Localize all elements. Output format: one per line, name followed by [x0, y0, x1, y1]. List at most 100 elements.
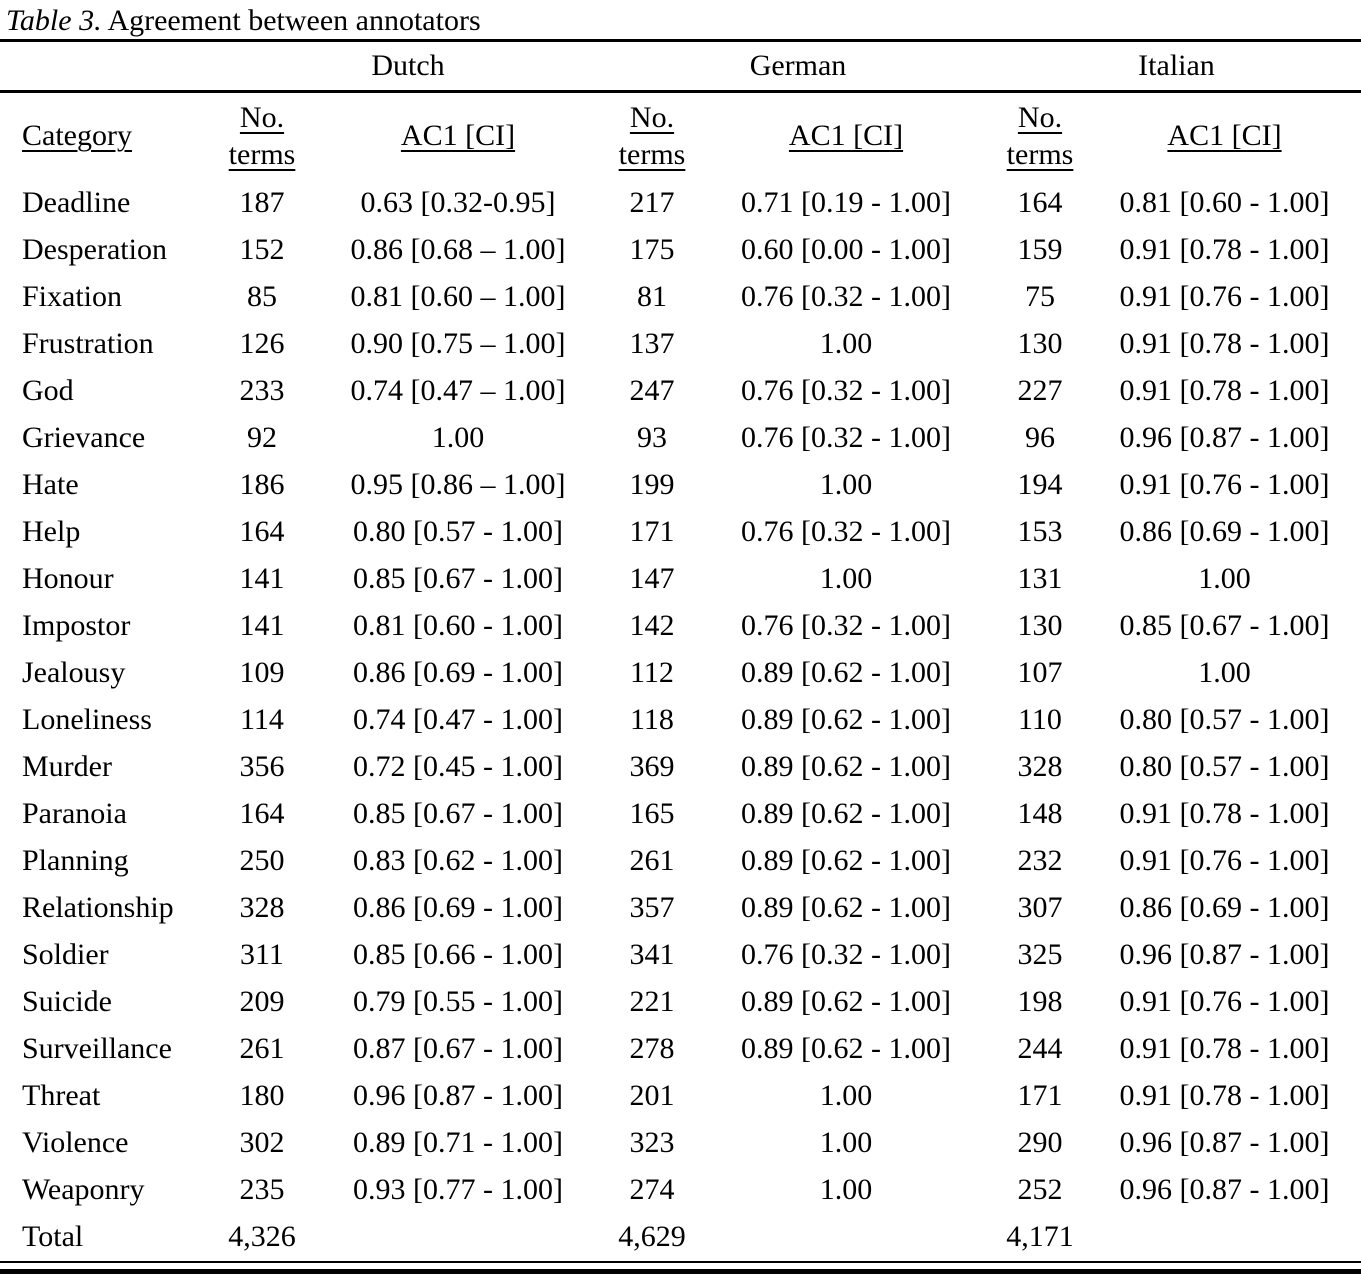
ac1-cell-italian: 0.80 [0.57 - 1.00]	[1119, 702, 1330, 736]
no-terms-cell-german: 323	[629, 1125, 675, 1159]
category-cell: Fixation	[22, 279, 123, 313]
category-cell: Planning	[22, 843, 129, 877]
ac1-cell-dutch: 0.87 [0.67 - 1.00]	[353, 1031, 563, 1065]
no-terms-cell-italian: 153	[1017, 514, 1063, 548]
no-terms-cell-dutch: 261	[239, 1031, 285, 1065]
no-terms-cell-dutch: 311	[240, 937, 284, 971]
no-terms-cell-italian: 244	[1017, 1031, 1063, 1065]
ac1-cell-italian: 0.91 [0.78 - 1.00]	[1119, 796, 1330, 830]
table-caption: Table 3. Agreement between annotators	[0, 0, 1361, 42]
header-no-terms-dutch: No. terms	[228, 100, 296, 172]
table-row: Honour 141 0.85 [0.67 - 1.00] 147 1.00 131 1.0…	[0, 555, 1361, 602]
no-terms-cell-dutch: 164	[239, 514, 285, 548]
ac1-cell-italian: 0.85 [0.67 - 1.00]	[1119, 608, 1330, 642]
no-terms-cell-german: 274	[629, 1172, 675, 1206]
table-row: Fixation 85 0.81 [0.60 – 1.00] 81 0.76 [0.32…	[0, 273, 1361, 320]
total-terms-german: 4,629	[618, 1220, 686, 1253]
total-label: Total	[22, 1220, 84, 1253]
header-no-terms-german: No. terms	[618, 100, 686, 172]
table-title: Agreement between annotators	[101, 4, 481, 37]
ac1-cell-italian: 0.81 [0.60 - 1.00]	[1119, 185, 1330, 219]
table-row: Murder 356 0.72 [0.45 - 1.00] 369 0.89 [0.62…	[0, 743, 1361, 790]
table-row: Jealousy 109 0.86 [0.69 - 1.00] 112 0.89 [0.…	[0, 649, 1361, 696]
ac1-cell-dutch: 0.83 [0.62 - 1.00]	[353, 843, 563, 877]
category-cell: Grievance	[22, 420, 146, 454]
no-terms-cell-german: 175	[629, 232, 675, 266]
ac1-cell-german: 0.76 [0.32 - 1.00]	[741, 514, 951, 548]
ac1-cell-dutch: 0.85 [0.66 - 1.00]	[353, 937, 563, 971]
ac1-cell-german: 1.00	[819, 1172, 873, 1206]
no-terms-cell-german: 137	[629, 326, 675, 360]
table-row: Frustration 126 0.90 [0.75 – 1.00] 137 1.00 1…	[0, 320, 1361, 367]
ac1-cell-german: 1.00	[819, 326, 873, 360]
table-row: Help 164 0.80 [0.57 - 1.00] 171 0.76 [0.32 -…	[0, 508, 1361, 555]
table-row: God 233 0.74 [0.47 – 1.00] 247 0.76 [0.32 - …	[0, 367, 1361, 414]
no-terms-cell-italian: 130	[1017, 608, 1063, 642]
no-terms-cell-german: 217	[629, 185, 675, 219]
ac1-cell-dutch: 0.90 [0.75 – 1.00]	[350, 326, 566, 360]
ac1-cell-german: 0.89 [0.62 - 1.00]	[741, 843, 951, 877]
no-terms-cell-german: 247	[629, 373, 675, 407]
ac1-cell-dutch: 1.00	[431, 420, 485, 454]
ac1-cell-german: 0.89 [0.62 - 1.00]	[741, 655, 951, 689]
ac1-cell-italian: 0.96 [0.87 - 1.00]	[1119, 937, 1330, 971]
table-row: Weaponry 235 0.93 [0.77 - 1.00] 274 1.00 252 0…	[0, 1166, 1361, 1213]
no-terms-cell-italian: 107	[1017, 655, 1063, 689]
table-row: Soldier 311 0.85 [0.66 - 1.00] 341 0.76 [0.3…	[0, 931, 1361, 978]
no-terms-cell-italian: 194	[1017, 467, 1063, 501]
category-cell: Surveillance	[22, 1031, 172, 1065]
ac1-cell-dutch: 0.72 [0.45 - 1.00]	[353, 749, 563, 783]
ac1-cell-german: 0.89 [0.62 - 1.00]	[741, 702, 951, 736]
ac1-cell-italian: 0.91 [0.78 - 1.00]	[1119, 326, 1330, 360]
category-cell: Violence	[22, 1125, 129, 1159]
ac1-cell-italian: 0.96 [0.87 - 1.00]	[1119, 1125, 1330, 1159]
no-terms-cell-italian: 307	[1017, 890, 1063, 924]
language-header-german: German	[749, 49, 847, 82]
header-ac1-dutch: AC1 [CI]	[400, 119, 516, 152]
ac1-cell-german: 0.89 [0.62 - 1.00]	[741, 796, 951, 830]
ac1-cell-german: 1.00	[819, 467, 873, 501]
ac1-cell-german: 0.76 [0.32 - 1.00]	[741, 279, 951, 313]
category-cell: Frustration	[22, 326, 154, 360]
no-terms-cell-dutch: 187	[239, 185, 285, 219]
no-terms-cell-german: 357	[629, 890, 675, 924]
category-cell: God	[22, 373, 74, 407]
ac1-cell-italian: 1.00	[1198, 561, 1251, 595]
ac1-cell-german: 0.60 [0.00 - 1.00]	[741, 232, 951, 266]
ac1-cell-german: 1.00	[819, 561, 873, 595]
ac1-cell-italian: 1.00	[1198, 655, 1251, 689]
ac1-cell-german: 1.00	[819, 1125, 873, 1159]
ac1-cell-german: 0.76 [0.32 - 1.00]	[741, 373, 951, 407]
header-category: Category	[22, 119, 132, 152]
total-terms-italian: 4,171	[1006, 1220, 1074, 1253]
no-terms-cell-german: 165	[629, 796, 675, 830]
table-row: Relationship 328 0.86 [0.69 - 1.00] 357 0.89…	[0, 884, 1361, 931]
table-row: Loneliness 114 0.74 [0.47 - 1.00] 118 0.89 […	[0, 696, 1361, 743]
ac1-cell-italian: 0.86 [0.69 - 1.00]	[1119, 514, 1330, 548]
no-terms-cell-italian: 232	[1017, 843, 1063, 877]
total-row: Total 4,326 4,629 4,171	[0, 1213, 1361, 1261]
no-terms-cell-german: 341	[629, 937, 675, 971]
category-cell: Honour	[22, 561, 114, 595]
ac1-cell-german: 0.76 [0.32 - 1.00]	[741, 608, 951, 642]
ac1-cell-dutch: 0.81 [0.60 – 1.00]	[350, 279, 566, 313]
ac1-cell-dutch: 0.74 [0.47 - 1.00]	[353, 702, 563, 736]
no-terms-cell-italian: 130	[1017, 326, 1063, 360]
ac1-cell-italian: 0.96 [0.87 - 1.00]	[1119, 420, 1330, 454]
no-terms-cell-italian: 148	[1017, 796, 1063, 830]
table-row: Suicide 209 0.79 [0.55 - 1.00] 221 0.89 [0.6…	[0, 978, 1361, 1025]
no-terms-cell-german: 261	[629, 843, 675, 877]
category-cell: Impostor	[22, 608, 131, 642]
ac1-cell-italian: 0.86 [0.69 - 1.00]	[1119, 890, 1330, 924]
no-terms-cell-german: 118	[630, 702, 674, 736]
ac1-cell-italian: 0.91 [0.76 - 1.00]	[1119, 467, 1330, 501]
table-row: Paranoia 164 0.85 [0.67 - 1.00] 165 0.89 [0.…	[0, 790, 1361, 837]
no-terms-cell-german: 171	[629, 514, 675, 548]
no-terms-cell-german: 278	[629, 1031, 675, 1065]
table-row: Hate 186 0.95 [0.86 – 1.00] 199 1.00 194 0.91 …	[0, 461, 1361, 508]
ac1-cell-german: 0.76 [0.32 - 1.00]	[741, 937, 951, 971]
no-terms-cell-italian: 131	[1017, 561, 1063, 595]
no-terms-cell-italian: 328	[1017, 749, 1063, 783]
no-terms-cell-dutch: 92	[247, 420, 277, 454]
